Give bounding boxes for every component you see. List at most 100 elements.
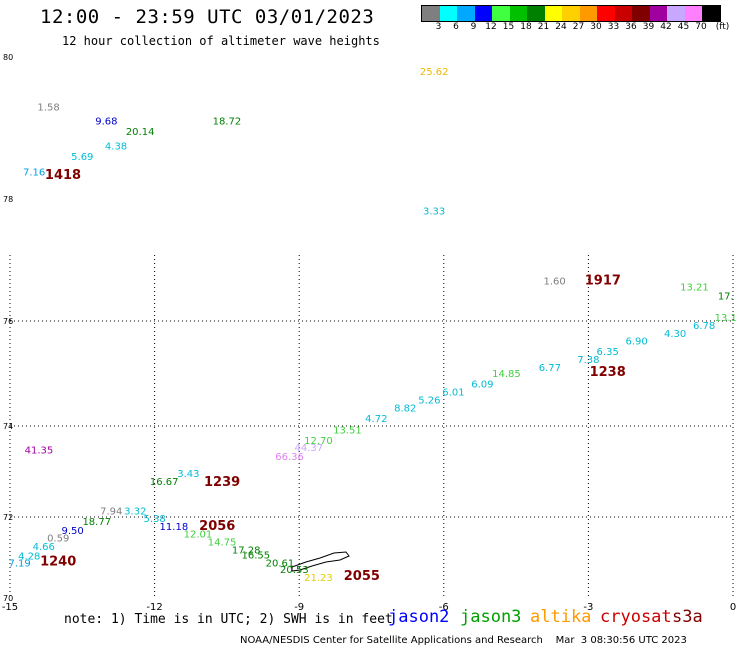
- wave-height-value: 8.82: [394, 403, 416, 414]
- wave-height-value: 13.51: [333, 426, 362, 437]
- wave-height-value: 4.38: [105, 141, 127, 152]
- x-tick-label: -12: [146, 602, 162, 613]
- wave-height-value: 6.35: [597, 347, 619, 358]
- wave-height-value: 41.35: [25, 445, 54, 456]
- satellite-jason2: jason2: [388, 607, 450, 627]
- legend-label: (ft): [715, 22, 730, 32]
- legend-swatch: [684, 6, 702, 21]
- wave-height-value: 16.55: [241, 550, 270, 561]
- wave-height-value: 6.77: [539, 363, 561, 374]
- wave-height-value: 66.36: [275, 452, 304, 463]
- legend-label: 18: [520, 22, 532, 32]
- legend-swatch: [492, 6, 510, 21]
- wave-height-value: 17.28: [232, 545, 261, 556]
- legend-label: 21: [537, 22, 550, 32]
- wave-height-value: 4.28: [18, 552, 40, 563]
- legend-label: 27: [572, 22, 585, 32]
- pass-time-label: 1917: [585, 273, 621, 288]
- wave-height-value: 20.61: [266, 558, 295, 569]
- legend-swatch: [439, 6, 457, 21]
- legend-label: 39: [642, 22, 655, 32]
- legend-swatch: [457, 6, 475, 21]
- wave-height-value: 6.90: [625, 337, 647, 348]
- legend-label: 30: [590, 22, 602, 32]
- wave-height-value: 9.68: [95, 116, 117, 127]
- jan-mayen-island-outline: [291, 551, 350, 572]
- wave-height-value: 9.50: [62, 526, 84, 537]
- wave-height-value: 7.16: [23, 168, 45, 179]
- wave-height-value: 1.58: [37, 102, 59, 113]
- legend-label: 12: [485, 22, 497, 32]
- x-tick-label: -9: [294, 602, 304, 613]
- wave-height-value: 14.85: [492, 369, 521, 380]
- legend-swatch: [544, 6, 562, 21]
- legend-swatch: [509, 6, 527, 21]
- wave-height-value: 6.09: [471, 380, 493, 391]
- wave-height-value: 17.: [718, 292, 734, 303]
- legend-label: 6: [453, 22, 459, 32]
- y-tick-label: 76: [3, 317, 13, 326]
- wave-height-value: 7.94: [100, 506, 122, 517]
- legend-label: 36: [625, 22, 637, 32]
- wave-height-value: 6.78: [693, 321, 715, 332]
- wave-height-value: 7.19: [9, 558, 31, 569]
- pass-time-label: 1418: [45, 168, 81, 183]
- pass-time-label: 1239: [204, 475, 240, 490]
- legend-swatch: [527, 6, 545, 21]
- wave-height-value: 11.18: [160, 522, 189, 533]
- wave-height-value: 7.38: [577, 355, 599, 366]
- wave-height-value: 3.32: [124, 506, 146, 517]
- y-tick-label: 74: [3, 422, 13, 431]
- wave-height-value: 25.62: [420, 67, 449, 78]
- wave-height-value: 21.23: [304, 573, 333, 584]
- legend-swatch: [702, 6, 720, 21]
- note-text: note: 1) Time is in UTC; 2) SWH is in fe…: [64, 612, 393, 627]
- y-tick-label: 80: [3, 53, 13, 62]
- wave-height-color-legend: [421, 5, 721, 22]
- legend-label: 45: [677, 22, 690, 32]
- legend-label: 3: [435, 22, 442, 32]
- wave-height-value: 13.1: [715, 313, 737, 324]
- wave-height-value: 13.21: [680, 283, 709, 294]
- wave-height-value: 5.38: [143, 514, 165, 525]
- wave-height-value: 20.53: [280, 565, 309, 576]
- wave-height-value: 5.69: [71, 152, 93, 163]
- wave-height-value: 12.01: [184, 529, 213, 540]
- legend-swatch: [649, 6, 667, 21]
- legend-swatch: [422, 6, 440, 21]
- wave-height-value: 3.33: [423, 206, 445, 217]
- pass-time-label: 2056: [199, 519, 235, 534]
- legend-label: 33: [607, 22, 620, 32]
- wave-height-value: 3.43: [177, 469, 199, 480]
- y-tick-label: 72: [3, 513, 13, 522]
- satellite-jason3: jason3: [460, 607, 522, 627]
- wave-height-value: 18.77: [82, 517, 111, 528]
- x-tick-label: -15: [2, 602, 18, 613]
- x-tick-label: -3: [583, 602, 593, 613]
- legend-swatch: [632, 6, 650, 21]
- legend-swatch: [597, 6, 615, 21]
- legend-swatch: [579, 6, 597, 21]
- legend-label: 42: [660, 22, 672, 32]
- wave-height-value: 14.75: [208, 537, 237, 548]
- legend-swatch: [562, 6, 580, 21]
- x-tick-label: -6: [439, 602, 449, 613]
- satellite-cryosat: cryosat: [600, 607, 672, 627]
- wave-height-value: 6.01: [442, 388, 464, 399]
- legend-label: 15: [502, 22, 515, 32]
- pass-time-label: 1238: [590, 365, 626, 380]
- satellite-s3a: s3a: [672, 607, 703, 627]
- footer-credit: NOAA/NESDIS Center for Satellite Applica…: [240, 635, 687, 646]
- wave-height-value: 44.37: [295, 443, 324, 454]
- wave-height-value: 4.66: [33, 542, 55, 553]
- wave-height-value: 18.72: [213, 116, 242, 127]
- wave-height-value: 4.30: [664, 329, 686, 340]
- x-tick-label: 0: [730, 602, 736, 613]
- wave-height-value: 20.14: [126, 127, 155, 138]
- legend-swatch: [667, 6, 685, 21]
- legend-label: 9: [470, 22, 477, 32]
- wave-height-value: 16.67: [150, 477, 179, 488]
- legend-swatch: [614, 6, 632, 21]
- wave-height-value: 12.70: [304, 436, 333, 447]
